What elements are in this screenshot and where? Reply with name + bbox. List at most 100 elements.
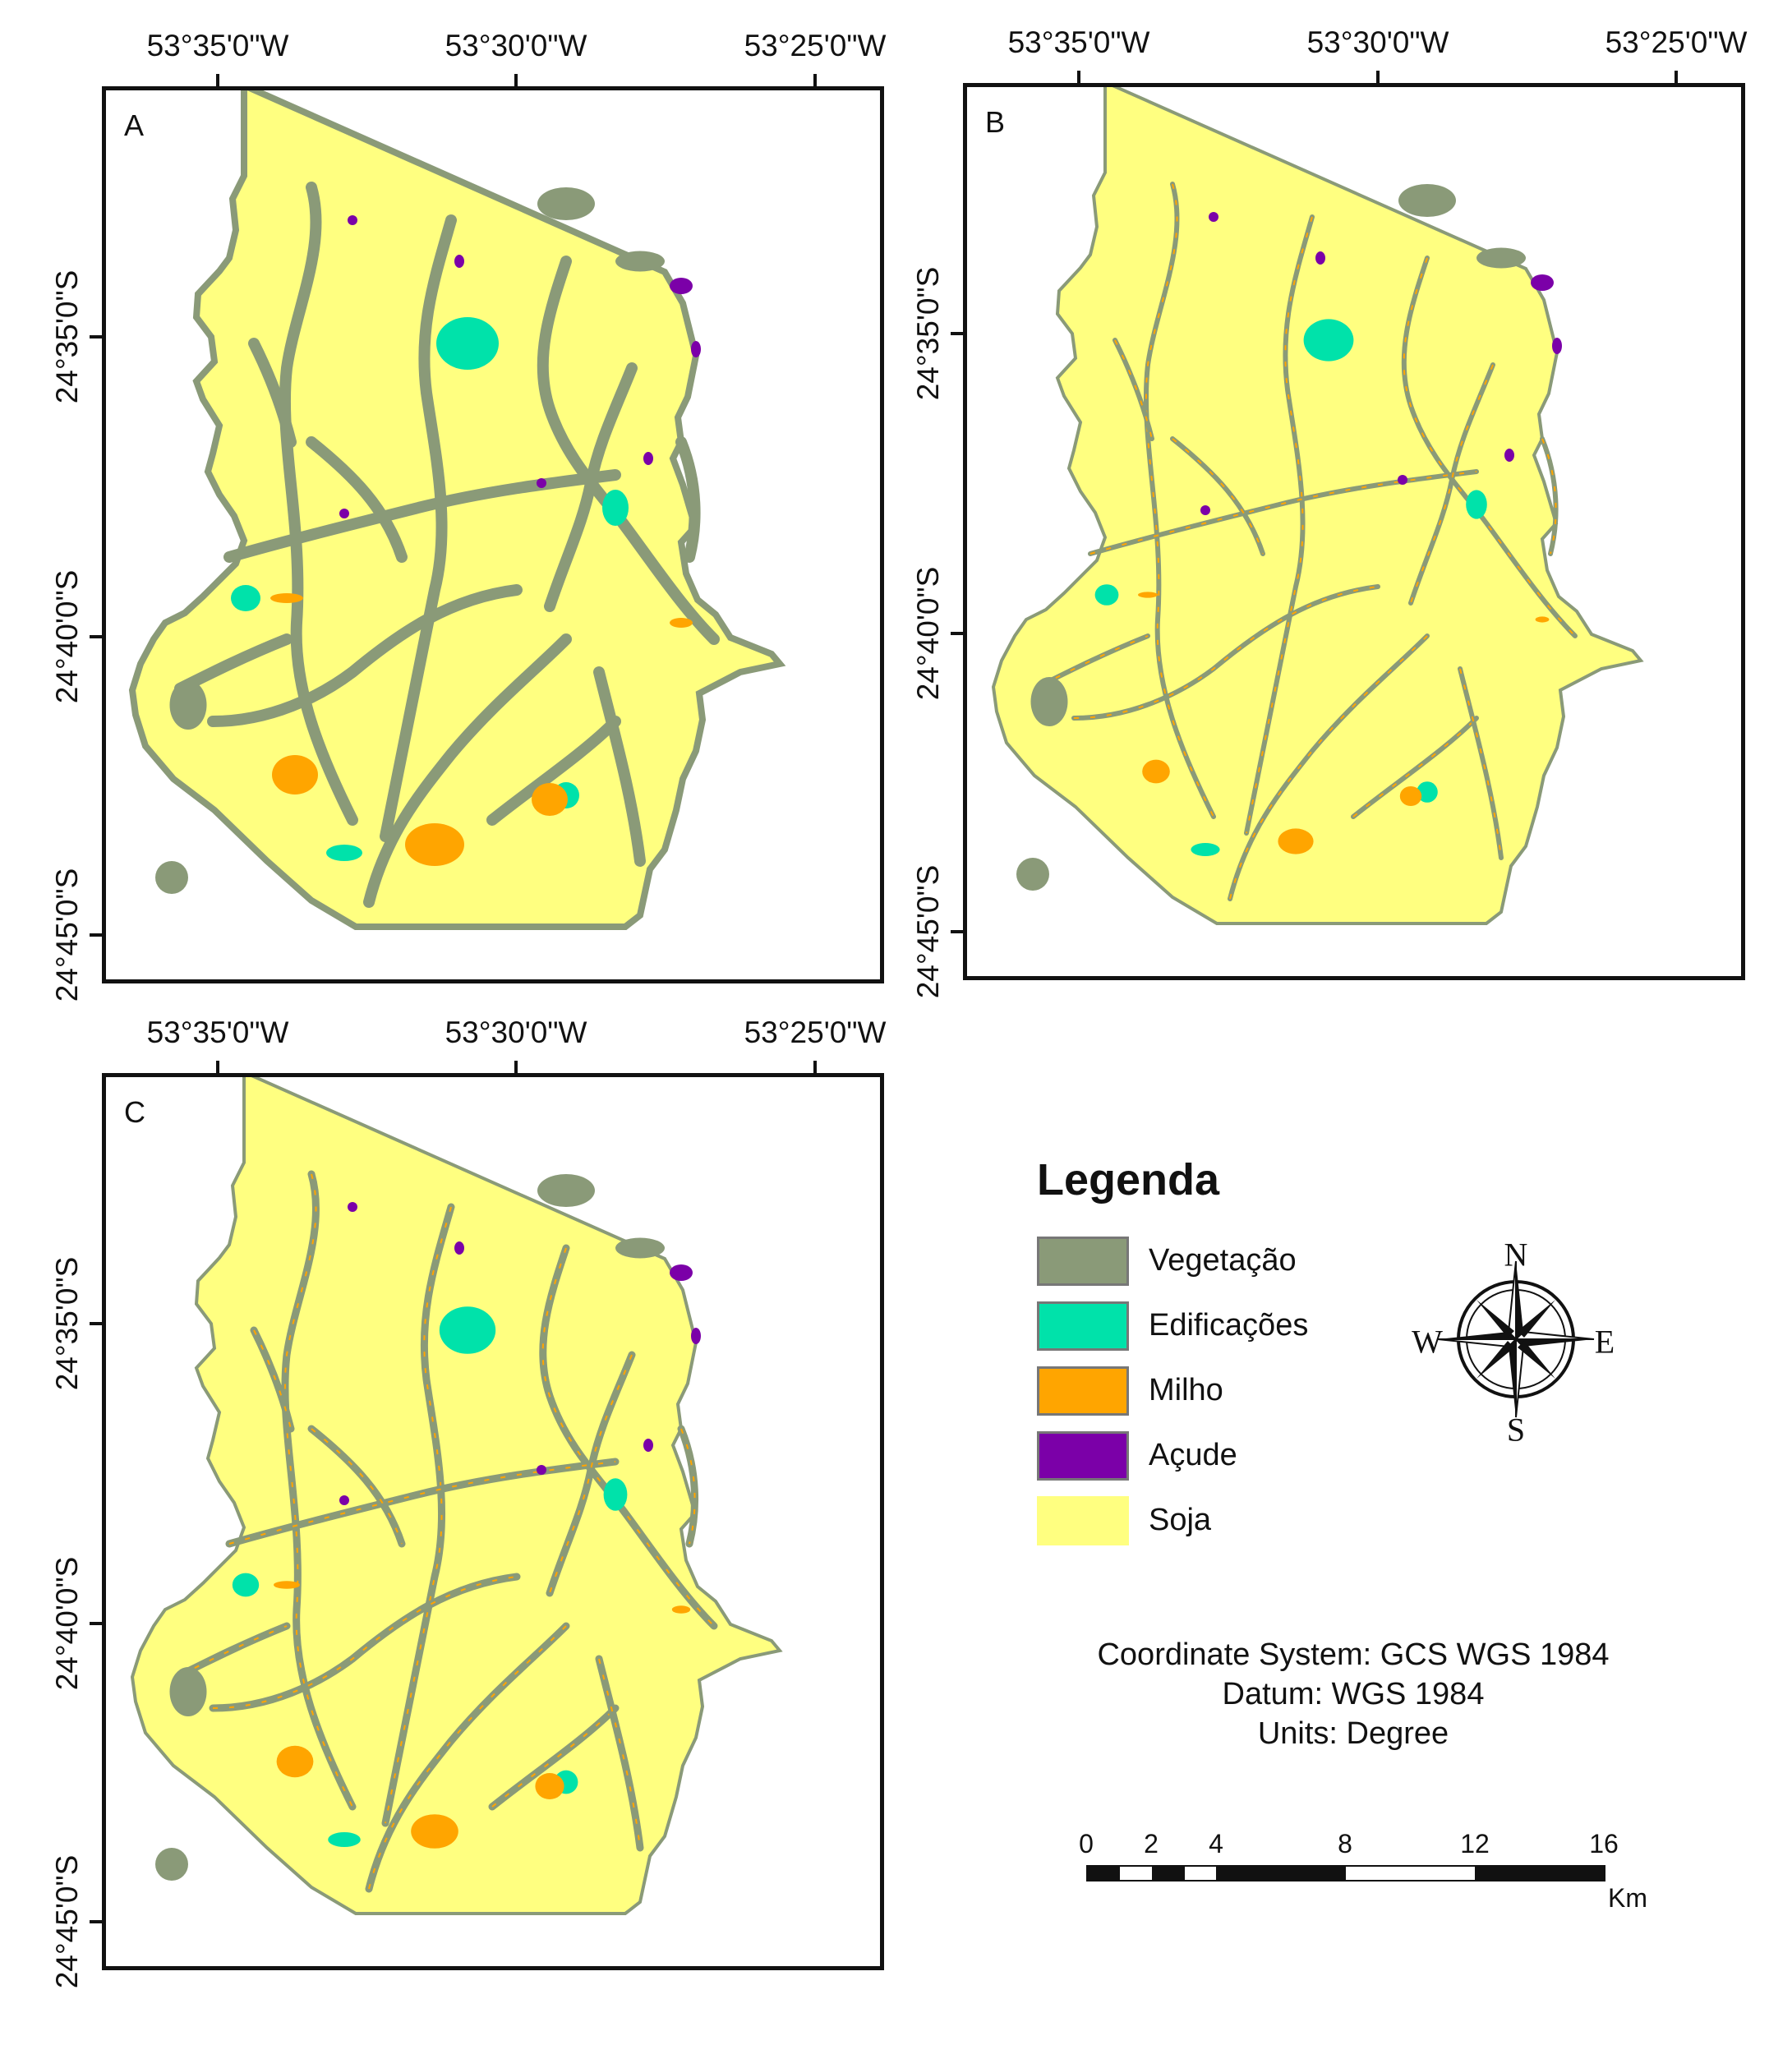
compass-label-e: E: [1594, 1323, 1615, 1361]
acude-pond: [537, 478, 546, 488]
tick-mark: [951, 930, 963, 933]
lon-label-a-1: 53°35'0"W: [146, 29, 289, 62]
edificacoes-area: [326, 845, 362, 861]
tick-mark: [90, 1920, 102, 1923]
vegetation-corridor: [306, 436, 408, 563]
milho-area: [405, 823, 464, 866]
compass-label-n: N: [1504, 1236, 1528, 1274]
acude-pond: [348, 215, 357, 225]
milho-area: [270, 593, 303, 603]
lon-label-c-2: 53°30'0"W: [445, 1016, 587, 1049]
acude-pond: [670, 278, 693, 294]
acude-pond: [1200, 505, 1210, 515]
milho-edge: [212, 1576, 518, 1709]
tick-mark: [951, 632, 963, 635]
tick-mark: [813, 1061, 817, 1073]
vegetation-corridor: [1143, 182, 1216, 819]
units-text: Units: Degree: [1257, 1716, 1449, 1751]
milho-area: [670, 618, 693, 628]
vegetation-corridor: [281, 1170, 357, 1811]
legend-label: Açude: [1149, 1438, 1237, 1472]
vegetation-patch: [1016, 858, 1049, 891]
milho-edge: [1172, 438, 1264, 555]
scale-unit-label: Km: [1608, 1883, 1647, 1913]
milho-edge: [1089, 471, 1477, 555]
panel-label-a: A: [124, 108, 145, 142]
lon-label-b-1: 53°35'0"W: [1007, 25, 1150, 59]
acude-pond: [1209, 212, 1218, 222]
tick-mark: [514, 1061, 518, 1073]
acude-pond: [1531, 274, 1554, 291]
legend-label: Soja: [1149, 1503, 1212, 1537]
milho-area: [276, 1745, 314, 1778]
vegetation-corridor: [1540, 436, 1559, 556]
vegetation-corridor: [279, 182, 358, 826]
compass-rose-icon: [1437, 1260, 1595, 1418]
datum-text: Datum: WGS 1984: [1222, 1677, 1485, 1711]
legend-swatch: [1037, 1301, 1129, 1351]
milho-area: [1535, 616, 1550, 623]
edificacoes-area: [436, 317, 499, 370]
acude-pond: [691, 1328, 701, 1344]
map-panel-a: A: [102, 86, 884, 983]
lat-label-a-1: 24°35'0"S: [50, 269, 84, 404]
tick-mark: [90, 635, 102, 638]
vegetation-patch: [615, 251, 665, 272]
lon-label-a-2: 53°30'0"W: [445, 29, 587, 62]
vegetation-corridor: [1401, 256, 1578, 638]
acude-pond: [1552, 338, 1562, 354]
acude-pond: [339, 1495, 349, 1505]
scale-label: 4: [1209, 1829, 1223, 1858]
milho-area: [1142, 759, 1170, 784]
milho-edge: [491, 1707, 616, 1808]
milho-area: [1138, 592, 1158, 598]
lon-label-c-3: 53°25'0"W: [744, 1016, 887, 1049]
edificacoes-area: [439, 1306, 496, 1354]
milho-edge: [1352, 717, 1477, 818]
tick-mark: [1376, 71, 1380, 83]
milho-edge: [1073, 586, 1379, 719]
milho-edge: [1040, 635, 1149, 686]
legend-label: Milho: [1149, 1373, 1223, 1407]
edificacoes-area: [231, 585, 260, 611]
milho-edge: [598, 1658, 641, 1849]
edificacoes-area: [603, 1478, 628, 1511]
milho-edge: [385, 1206, 452, 1824]
land-use-map-a: [128, 90, 786, 930]
vegetation-corridor: [486, 716, 621, 826]
compass-label-w: W: [1412, 1323, 1443, 1361]
vegetation-patch: [1476, 247, 1526, 269]
vegetation-corridor: [365, 1622, 570, 1893]
edificacoes-area: [1466, 490, 1487, 519]
acude-pond: [537, 1465, 546, 1475]
milho-area: [411, 1814, 458, 1849]
panel-label-c: C: [124, 1095, 145, 1129]
soja-area: [130, 1077, 783, 1915]
milho-area: [274, 1581, 300, 1589]
tick-mark: [90, 933, 102, 937]
milho-area: [532, 783, 568, 816]
acude-pond: [1504, 449, 1514, 462]
scale-label: 8: [1338, 1829, 1352, 1858]
acude-pond: [643, 452, 653, 465]
tick-mark: [216, 1061, 219, 1073]
vegetation-patch: [615, 1237, 665, 1259]
acude-pond: [691, 341, 701, 357]
acude-pond: [454, 255, 464, 268]
milho-area: [1278, 828, 1314, 854]
compass-label-s: S: [1506, 1411, 1526, 1449]
milho-area: [671, 1605, 691, 1614]
edificacoes-area: [328, 1832, 361, 1847]
vegetation-corridor: [1408, 362, 1495, 606]
coordinate-system-info: Coordinate System: GCS WGS 1984 Datum: W…: [1037, 1635, 1670, 1753]
edificacoes-area: [1417, 781, 1438, 803]
milho-edge: [1459, 668, 1502, 859]
vegetation-patch: [537, 187, 595, 220]
land-use-map-b: [991, 87, 1644, 925]
map-layers: [130, 1077, 783, 1915]
vegetation-corridor: [546, 1351, 636, 1597]
lat-label-b-3: 24°45'0"S: [911, 864, 945, 999]
lat-label-c-2: 24°40'0"S: [50, 1556, 84, 1691]
vegetation-patch: [1398, 184, 1456, 217]
milho-edge: [253, 1329, 292, 1430]
